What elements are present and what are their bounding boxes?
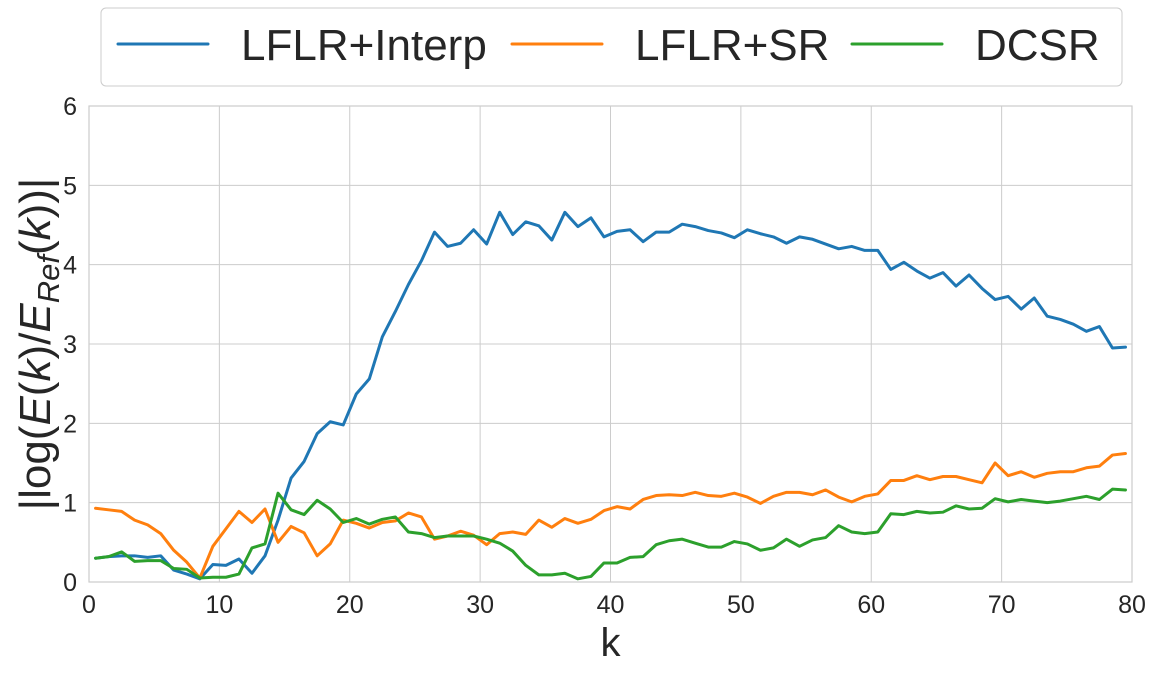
y-axis-title-part: E xyxy=(11,303,60,333)
legend-label: LFLR+Interp xyxy=(241,21,487,70)
legend-label: DCSR xyxy=(975,21,1100,70)
y-axis-title-part: )/ xyxy=(11,332,60,360)
y-axis-title-part: ( xyxy=(11,240,60,255)
y-axis-title-part: Ref xyxy=(31,252,66,304)
legend: LFLR+Interp LFLR+SR DCSR xyxy=(100,7,1123,87)
x-tick-label: 50 xyxy=(727,591,755,619)
y-axis-title: |log(E(k)/ERef(k))| xyxy=(11,178,66,511)
series-line-dcsr xyxy=(94,487,1127,581)
y-tick-labels: 0 1 2 3 4 5 6 xyxy=(63,93,77,597)
series-line-lflr-interp xyxy=(94,210,1127,581)
x-tick-label: 40 xyxy=(597,591,625,619)
y-axis-title-part: |log( xyxy=(11,425,60,510)
x-tick-labels: 0 10 20 30 40 50 60 70 80 xyxy=(82,591,1146,619)
x-tick-label: 20 xyxy=(336,591,364,619)
x-tick-label: 0 xyxy=(82,591,96,619)
y-tick-label: 0 xyxy=(63,569,77,597)
y-tick-label: 6 xyxy=(63,93,77,121)
series-layer xyxy=(94,210,1127,581)
x-tick-label: 60 xyxy=(857,591,885,619)
y-tick-label: 5 xyxy=(63,172,77,200)
y-tick-label: 4 xyxy=(63,252,77,280)
x-tick-label: 10 xyxy=(205,591,233,619)
y-axis-title-part: k xyxy=(11,358,60,382)
y-axis-title-part: k xyxy=(11,216,60,240)
series-line-lflr-sr xyxy=(94,451,1127,580)
y-tick-label: 2 xyxy=(63,410,77,438)
y-tick-label: 1 xyxy=(63,490,77,518)
y-axis-title-part: ( xyxy=(11,381,60,396)
x-tick-label: 80 xyxy=(1118,591,1146,619)
x-tick-label: 70 xyxy=(988,591,1016,619)
legend-box xyxy=(100,7,1123,87)
legend-label: LFLR+SR xyxy=(635,21,829,70)
y-tick-label: 3 xyxy=(63,331,77,359)
y-axis-title-part: E xyxy=(11,396,60,426)
x-tick-label: 30 xyxy=(466,591,494,619)
x-axis-title: k xyxy=(601,621,622,665)
plot-frame xyxy=(88,105,1133,583)
y-axis-title-part: ))| xyxy=(11,178,60,219)
